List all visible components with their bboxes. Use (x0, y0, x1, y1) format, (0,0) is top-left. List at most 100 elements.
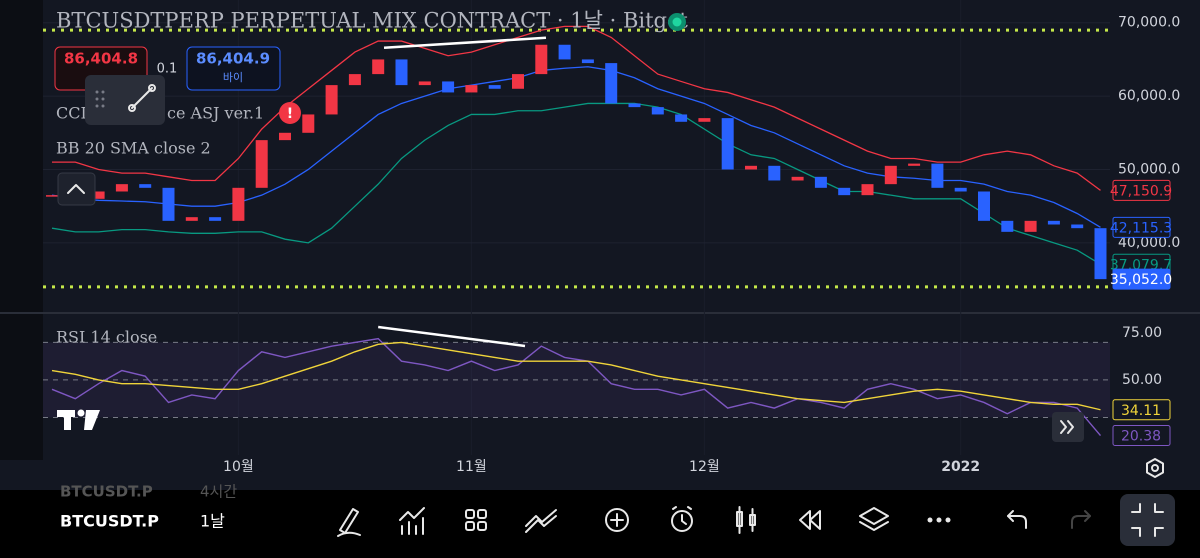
indicator-label: ce ASJ ver.1 (167, 104, 264, 123)
candle (535, 44, 548, 75)
tv-logo (57, 409, 100, 430)
y-tick-label: 60,000.0 (1118, 88, 1180, 104)
candle (162, 187, 175, 221)
rsi-line (51, 341, 1101, 411)
symbol[interactable]: BTCUSDT.P (60, 512, 159, 531)
candle (465, 85, 478, 93)
more-icon[interactable] (927, 517, 951, 523)
price-tag (1112, 179, 1171, 201)
candle (325, 85, 338, 115)
price-tag (1112, 399, 1171, 421)
candle (931, 163, 944, 188)
candle (791, 176, 804, 181)
trendline-tool-icon[interactable] (128, 84, 156, 112)
indicator-label: BB 20 SMA close 2 (56, 139, 211, 158)
layout-icon[interactable] (465, 509, 487, 531)
collapse-button[interactable] (57, 172, 96, 206)
plot: 10월 11월 12월 2022 70,000.0 60,000.0 50,000.0 40,… (43, 0, 1180, 475)
status-dot-inner (672, 17, 682, 27)
candle (512, 74, 524, 89)
indicator-label: CCI (56, 104, 87, 123)
x-tick-label: 12월 (689, 459, 720, 475)
error-icon[interactable] (279, 102, 301, 124)
chart-type-icon[interactable] (736, 506, 756, 534)
candle (372, 59, 385, 75)
candle (838, 187, 851, 196)
pane-title: RSI 14 close (56, 328, 157, 347)
price-tag (1112, 425, 1171, 447)
left-margin (0, 0, 43, 460)
price-tag (1112, 268, 1171, 290)
candle (209, 217, 222, 221)
price-tag-label: 42,115.3 (1110, 220, 1172, 236)
candle (232, 187, 245, 221)
ghost-interval: 4시간 (200, 483, 237, 501)
scroll-right-button[interactable] (1052, 412, 1084, 442)
bollinger-line (52, 25, 1101, 191)
drawing-toolbar[interactable] (85, 75, 165, 125)
fullscreen-button[interactable] (1120, 494, 1175, 546)
candle (628, 103, 641, 108)
candle (698, 118, 711, 122)
candle (185, 217, 198, 221)
x-tick-label: 11월 (456, 459, 487, 475)
candle (908, 163, 921, 166)
candle (1094, 228, 1107, 280)
candle (255, 140, 268, 188)
alert-icon[interactable] (671, 506, 693, 532)
candle (675, 114, 688, 122)
add-icon[interactable] (605, 508, 629, 532)
candle (745, 165, 757, 170)
candle (954, 187, 967, 192)
y-tick-label: 40,000.0 (1118, 235, 1180, 251)
buy-label: 바이 (223, 71, 243, 84)
price-tag-label: 35,052.0 (1110, 272, 1172, 288)
candle (651, 107, 664, 115)
draw-icon[interactable] (337, 508, 361, 537)
candle (814, 176, 827, 188)
redo-icon[interactable] (1071, 510, 1091, 529)
replay-icon[interactable] (799, 510, 821, 530)
candle (884, 165, 897, 185)
buy-button[interactable] (186, 46, 281, 91)
undo-icon[interactable] (1007, 510, 1027, 529)
compare-icon[interactable] (525, 509, 557, 533)
chart-title: BTCUSDTPERP PERPETUAL MIX CONTRACT · 1날 … (56, 9, 688, 33)
bollinger-line (51, 102, 1101, 265)
candle (1047, 220, 1060, 225)
interval[interactable]: 1날 (200, 512, 225, 531)
y-tick-label: 75.00 (1122, 325, 1162, 341)
candle (1024, 220, 1037, 232)
candle (558, 44, 571, 60)
candle (488, 85, 501, 89)
price-tag (1112, 216, 1171, 238)
candle (581, 59, 594, 64)
settings-icon[interactable] (1146, 458, 1164, 478)
toolbar-bg (0, 490, 1200, 554)
candle (768, 165, 781, 181)
candle (605, 63, 618, 104)
candle (978, 191, 990, 221)
divergence-line (383, 36, 547, 50)
indicators-icon[interactable] (399, 507, 425, 535)
price-tag-label: 34.11 (1121, 403, 1161, 419)
candle (139, 184, 152, 188)
collapse-icon (67, 184, 85, 194)
candle (418, 81, 431, 86)
candle (721, 118, 734, 170)
buy-price: 86,404.9 (196, 50, 270, 68)
candle (92, 191, 105, 199)
scroll-right-icon (1060, 420, 1074, 434)
layers-icon[interactable] (859, 507, 889, 531)
candle (46, 195, 58, 197)
sell-price: 86,404.8 (64, 50, 138, 68)
price-tag-label: 47,150.9 (1110, 183, 1172, 199)
candle (1071, 224, 1084, 229)
y-tick-label: 50,000.0 (1118, 161, 1180, 177)
candle (861, 184, 874, 196)
candle (348, 74, 361, 86)
candle (395, 59, 408, 86)
divergence-line (378, 325, 526, 348)
